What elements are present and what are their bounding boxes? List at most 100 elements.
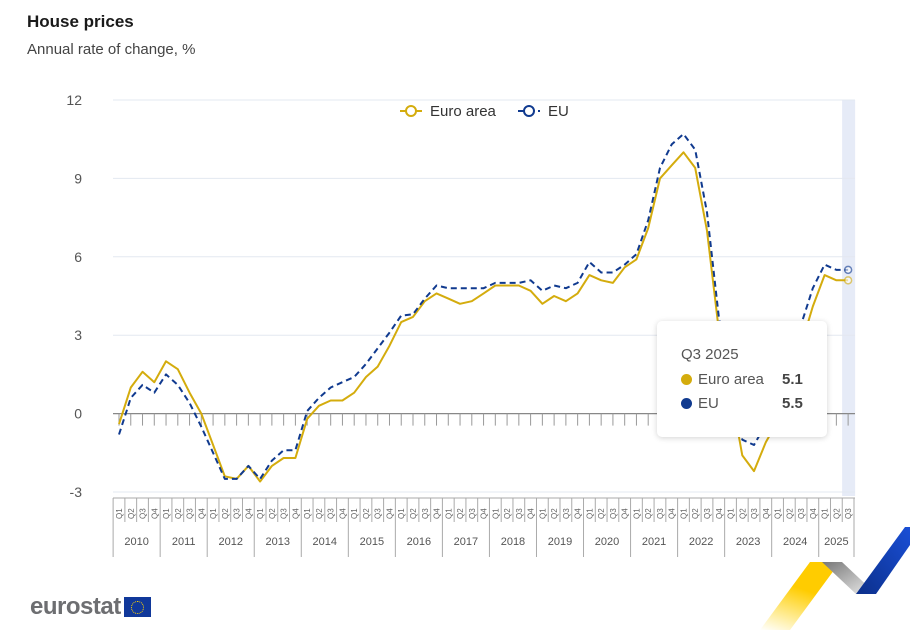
x-tick-label-quarter: Q4 — [385, 508, 394, 519]
chart-subtitle: Annual rate of change, % — [27, 41, 196, 58]
x-tick-label-quarter: Q3 — [233, 508, 242, 519]
x-tick-label-quarter: Q1 — [585, 508, 594, 519]
x-tick-label-quarter: Q2 — [127, 508, 136, 519]
x-tick-label-quarter: Q2 — [362, 508, 371, 519]
x-tick-label-year: 2019 — [548, 536, 572, 548]
eu-dot-icon — [681, 398, 692, 409]
x-tick-label-quarter: Q3 — [139, 508, 148, 519]
x-tick-label-quarter: Q1 — [397, 508, 406, 519]
x-tick-label-quarter: Q3 — [797, 508, 806, 519]
x-tick-label-quarter: Q3 — [562, 508, 571, 519]
x-tick-label-quarter: Q1 — [303, 508, 312, 519]
x-tick-label-quarter: Q1 — [209, 508, 218, 519]
x-tick-label-year: 2010 — [124, 536, 148, 548]
x-tick-label-quarter: Q4 — [338, 508, 347, 519]
x-tick-label-quarter: Q3 — [656, 508, 665, 519]
x-tick-label-quarter: Q2 — [315, 508, 324, 519]
x-tick-label-quarter: Q3 — [750, 508, 759, 519]
x-tick-label-quarter: Q4 — [715, 508, 724, 519]
legend-marker-icon — [405, 105, 417, 117]
x-tick-label-year: 2013 — [266, 536, 290, 548]
x-tick-label-quarter: Q4 — [668, 508, 677, 519]
x-tick-label-quarter: Q2 — [503, 508, 512, 519]
x-tick-label-quarter: Q4 — [621, 508, 630, 519]
x-tick-label-quarter: Q2 — [597, 508, 606, 519]
x-tick-label-quarter: Q4 — [480, 508, 489, 519]
x-tick-label-quarter: Q4 — [574, 508, 583, 519]
x-tick-label-quarter: Q3 — [327, 508, 336, 519]
x-tick-label-quarter: Q4 — [291, 508, 300, 519]
y-tick-label: 0 — [74, 406, 82, 422]
x-tick-label-quarter: Q2 — [550, 508, 559, 519]
x-tick-label-quarter: Q1 — [679, 508, 688, 519]
tooltip-label: Q3 2025 — [681, 346, 739, 363]
legend-marker-icon — [523, 105, 535, 117]
x-tick-label-quarter: Q4 — [244, 508, 253, 519]
x-tick-label-year: 2011 — [172, 536, 196, 548]
x-tick-label-quarter: Q3 — [421, 508, 430, 519]
x-tick-label-quarter: Q4 — [433, 508, 442, 519]
y-tick-label: 12 — [66, 92, 82, 108]
x-tick-label-quarter: Q4 — [762, 508, 771, 519]
x-tick-label-quarter: Q1 — [444, 508, 453, 519]
x-tick-label-quarter: Q3 — [374, 508, 383, 519]
x-tick-label-quarter: Q2 — [644, 508, 653, 519]
tooltip-value: 5.1 — [782, 371, 803, 388]
chart-title: House prices — [27, 12, 134, 31]
x-tick-label-quarter: Q1 — [774, 508, 783, 519]
highlight-band — [842, 100, 856, 496]
x-tick-label-quarter: Q2 — [268, 508, 277, 519]
x-tick-label-quarter: Q1 — [727, 508, 736, 519]
x-tick-label-quarter: Q4 — [197, 508, 206, 519]
x-tick-label-quarter: Q4 — [527, 508, 536, 519]
x-tick-label-year: 2016 — [407, 536, 431, 548]
highlight-point — [843, 276, 853, 285]
legend-label: EU — [548, 103, 569, 120]
x-tick-label-year: 2021 — [642, 536, 666, 548]
x-tick-label-year: 2022 — [689, 536, 713, 548]
x-tick-label-year: 2012 — [218, 536, 242, 548]
x-tick-label-quarter: Q1 — [162, 508, 171, 519]
x-tick-label-quarter: Q2 — [409, 508, 418, 519]
x-tick-label-quarter: Q2 — [221, 508, 230, 519]
tooltip-series-name: Euro area — [698, 371, 764, 388]
x-tick-label-quarter: Q3 — [186, 508, 195, 519]
x-tick-label-quarter: Q1 — [491, 508, 500, 519]
tooltip-series-name: EU — [698, 395, 719, 412]
eurostat-logo: eurostat — [30, 593, 151, 621]
tooltip-row-euro-area: Euro area — [681, 371, 764, 388]
x-tick-label-year: 2023 — [736, 536, 760, 548]
y-tick-label: 6 — [74, 249, 82, 265]
euro-area-dot-icon — [681, 374, 692, 385]
x-tick-label-quarter: Q1 — [632, 508, 641, 519]
x-tick-label-quarter: Q2 — [785, 508, 794, 519]
x-tick-label-year: 2020 — [595, 536, 619, 548]
x-tick-label-year: 2024 — [783, 536, 807, 548]
x-tick-label-quarter: Q2 — [456, 508, 465, 519]
highlight-point — [843, 265, 853, 275]
tooltip-value: 5.5 — [782, 395, 803, 412]
tooltip-row-eu: EU — [681, 395, 719, 412]
x-tick-label-quarter: Q2 — [174, 508, 183, 519]
x-tick-label-year: 2017 — [454, 536, 478, 548]
series-line-eu — [118, 133, 849, 480]
y-tick-label: 3 — [74, 327, 82, 343]
x-tick-label-quarter: Q3 — [280, 508, 289, 519]
x-tick-label-quarter: Q1 — [350, 508, 359, 519]
logo-text: eurostat — [30, 593, 121, 620]
x-tick-label-quarter: Q4 — [150, 508, 159, 519]
x-tick-label-year: 2018 — [501, 536, 525, 548]
x-tick-label-quarter: Q2 — [832, 508, 841, 519]
eu-flag-icon — [123, 597, 151, 617]
y-tick-label: -3 — [70, 484, 83, 500]
x-tick-label-quarter: Q1 — [115, 508, 124, 519]
x-tick-label-quarter: Q1 — [821, 508, 830, 519]
x-tick-label-quarter: Q1 — [538, 508, 547, 519]
x-tick-label-quarter: Q3 — [515, 508, 524, 519]
legend-label: Euro area — [430, 103, 497, 120]
y-tick-label: 9 — [74, 170, 82, 186]
x-tick-label-quarter: Q2 — [691, 508, 700, 519]
x-tick-label-year: 2015 — [360, 536, 384, 548]
x-tick-label-quarter: Q2 — [738, 508, 747, 519]
